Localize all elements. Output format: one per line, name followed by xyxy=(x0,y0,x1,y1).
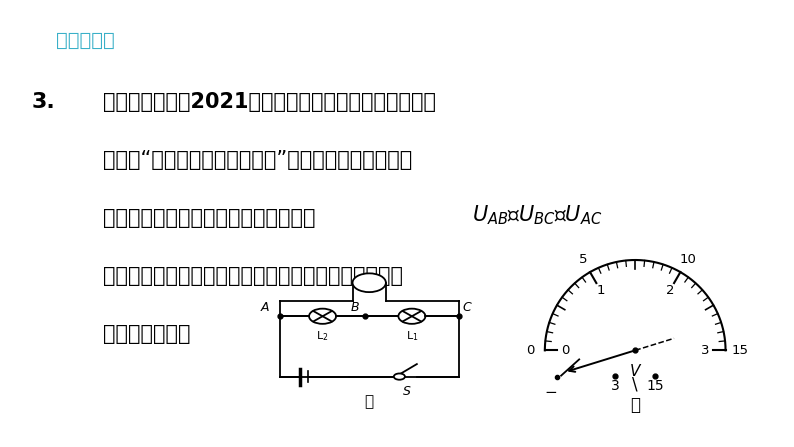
Text: 电路，闭合开关后，用电压表分别测量: 电路，闭合开关后，用电压表分别测量 xyxy=(103,208,316,228)
Text: B: B xyxy=(350,301,359,314)
Text: 3: 3 xyxy=(611,379,619,393)
Text: V: V xyxy=(630,364,641,379)
Text: 3.: 3. xyxy=(32,92,56,112)
Text: 确的是（　　）: 确的是（ ） xyxy=(103,324,191,344)
Text: 0: 0 xyxy=(526,344,534,357)
Text: 10: 10 xyxy=(679,253,696,266)
Text: 【教材改编题】2021年某市区实验操作考试某同学抽签: 【教材改编题】2021年某市区实验操作考试某同学抽签 xyxy=(103,92,436,112)
Text: 15: 15 xyxy=(646,379,664,393)
Text: $\mathit{U}_{AB}$、$\mathit{U}_{BC}$、$\mathit{U}_{AC}$: $\mathit{U}_{AB}$、$\mathit{U}_{BC}$、$\ma… xyxy=(472,203,603,227)
Circle shape xyxy=(399,308,426,324)
Text: 3: 3 xyxy=(700,344,709,357)
Text: A: A xyxy=(261,301,270,314)
Text: 0: 0 xyxy=(561,344,570,357)
Text: 基础巩固练: 基础巩固练 xyxy=(56,31,114,51)
Text: 15: 15 xyxy=(731,344,749,357)
Text: 乙: 乙 xyxy=(630,396,640,413)
Text: S: S xyxy=(403,384,410,398)
Text: 甲: 甲 xyxy=(364,395,374,409)
Text: 试题：“探究串联电路电压规律”，他按如图甲所示连接: 试题：“探究串联电路电压规律”，他按如图甲所示连接 xyxy=(103,150,412,170)
Circle shape xyxy=(394,374,405,380)
Text: L$_2$: L$_2$ xyxy=(316,329,329,343)
Circle shape xyxy=(309,308,336,324)
Circle shape xyxy=(353,273,386,292)
Text: −: − xyxy=(545,385,557,400)
Text: 5: 5 xyxy=(579,253,587,266)
Text: C: C xyxy=(462,301,472,314)
Text: L$_1$: L$_1$ xyxy=(406,329,418,343)
Text: 2: 2 xyxy=(665,283,674,297)
Text: 三处电压，关于在实验过程中出现的情况，下列说法正: 三处电压，关于在实验过程中出现的情况，下列说法正 xyxy=(103,266,403,286)
Text: \: \ xyxy=(632,375,638,394)
Text: 1: 1 xyxy=(596,283,605,297)
Text: V: V xyxy=(364,275,374,288)
